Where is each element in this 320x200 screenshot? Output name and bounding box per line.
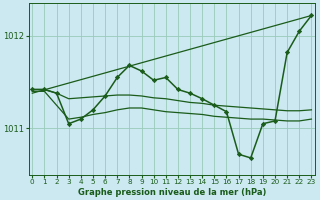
X-axis label: Graphe pression niveau de la mer (hPa): Graphe pression niveau de la mer (hPa) — [78, 188, 266, 197]
